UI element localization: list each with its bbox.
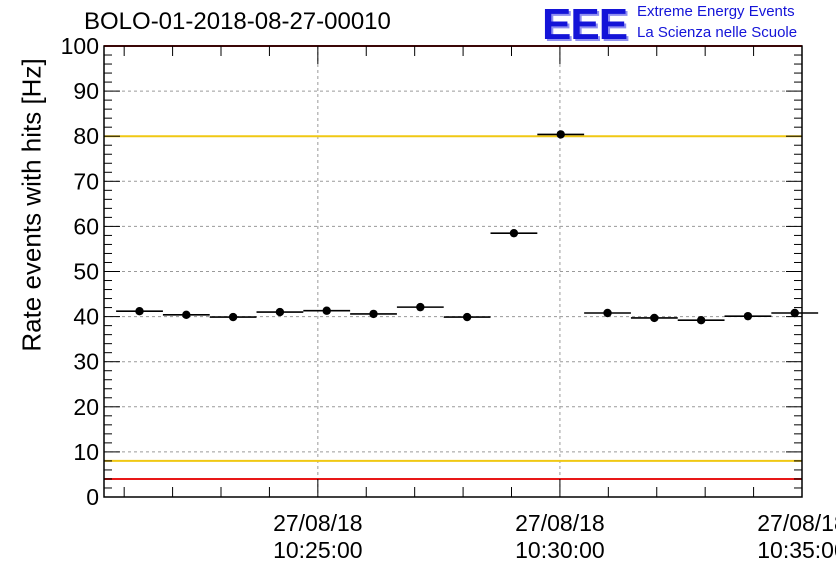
y-tick-label: 20 bbox=[73, 394, 99, 420]
y-tick-label: 10 bbox=[73, 439, 99, 465]
chart-title: BOLO-01-2018-08-27-00010 bbox=[84, 8, 391, 35]
y-tick-label: 40 bbox=[73, 304, 99, 330]
y-tick-label: 70 bbox=[73, 168, 99, 194]
data-point bbox=[603, 308, 612, 318]
logo-tagline-2: La Scienza nelle Scuole bbox=[637, 24, 798, 41]
y-tick-label: 80 bbox=[73, 123, 99, 149]
data-point bbox=[556, 130, 565, 139]
y-tick-label: 100 bbox=[61, 33, 99, 59]
x-tick-label-time: 10:30:00 bbox=[515, 537, 605, 563]
data-point bbox=[416, 302, 425, 312]
data-point bbox=[790, 308, 799, 318]
data-point bbox=[369, 309, 378, 319]
y-tick-label: 90 bbox=[73, 78, 99, 104]
data-point bbox=[696, 316, 706, 325]
logo-tagline-1: Extreme Energy Events bbox=[637, 3, 795, 20]
y-tick-label: 60 bbox=[73, 213, 99, 239]
y-axis-label: Rate events with hits [Hz] bbox=[16, 58, 47, 352]
data-point bbox=[182, 310, 191, 319]
x-tick-label-date: 27/08/18 bbox=[757, 510, 836, 536]
data-point bbox=[650, 313, 659, 323]
data-point bbox=[275, 307, 285, 317]
x-tick-label-time: 10:35:00 bbox=[757, 537, 836, 563]
y-tick-label: 30 bbox=[73, 349, 99, 375]
data-point bbox=[509, 228, 519, 238]
x-tick-label-date: 27/08/18 bbox=[515, 510, 605, 536]
x-tick-label-date: 27/08/18 bbox=[273, 510, 363, 536]
y-tick-label: 0 bbox=[86, 484, 99, 510]
data-point bbox=[228, 312, 238, 322]
data-point bbox=[135, 306, 144, 316]
y-tick-label: 50 bbox=[73, 259, 99, 285]
data-point bbox=[462, 312, 472, 322]
x-tick-label-time: 10:25:00 bbox=[273, 537, 363, 563]
data-point bbox=[322, 306, 331, 315]
data-point bbox=[743, 311, 753, 321]
eee-logo: EEE bbox=[542, 0, 628, 49]
